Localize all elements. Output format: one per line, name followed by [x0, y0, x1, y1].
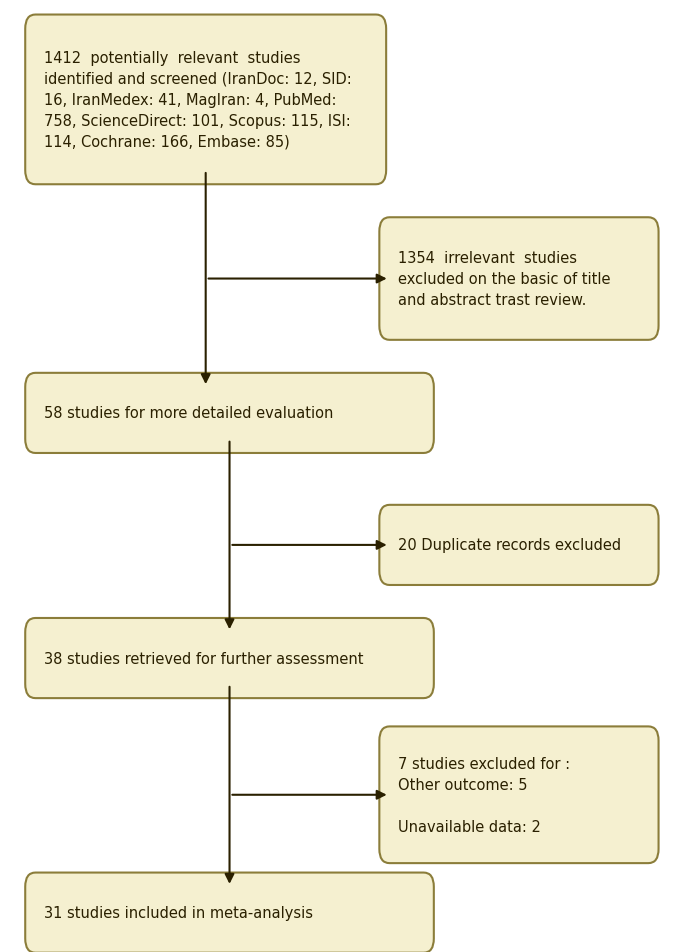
FancyBboxPatch shape [25, 873, 434, 952]
Text: 7 studies excluded for :
Other outcome: 5

Unavailable data: 2: 7 studies excluded for : Other outcome: … [398, 756, 570, 834]
Text: 1354  irrelevant  studies
excluded on the basic of title
and abstract trast revi: 1354 irrelevant studies excluded on the … [398, 250, 610, 307]
Text: 20 Duplicate records excluded: 20 Duplicate records excluded [398, 538, 621, 553]
FancyBboxPatch shape [25, 15, 386, 185]
FancyBboxPatch shape [379, 218, 658, 341]
FancyBboxPatch shape [379, 726, 658, 863]
Text: 58 studies for more detailed evaluation: 58 studies for more detailed evaluation [44, 406, 333, 421]
Text: 1412  potentially  relevant  studies
identified and screened (IranDoc: 12, SID:
: 1412 potentially relevant studies identi… [44, 50, 351, 149]
Text: 38 studies retrieved for further assessment: 38 studies retrieved for further assessm… [44, 651, 363, 665]
FancyBboxPatch shape [379, 506, 658, 585]
FancyBboxPatch shape [25, 619, 434, 699]
Text: 31 studies included in meta-analysis: 31 studies included in meta-analysis [44, 905, 312, 921]
FancyBboxPatch shape [25, 373, 434, 453]
